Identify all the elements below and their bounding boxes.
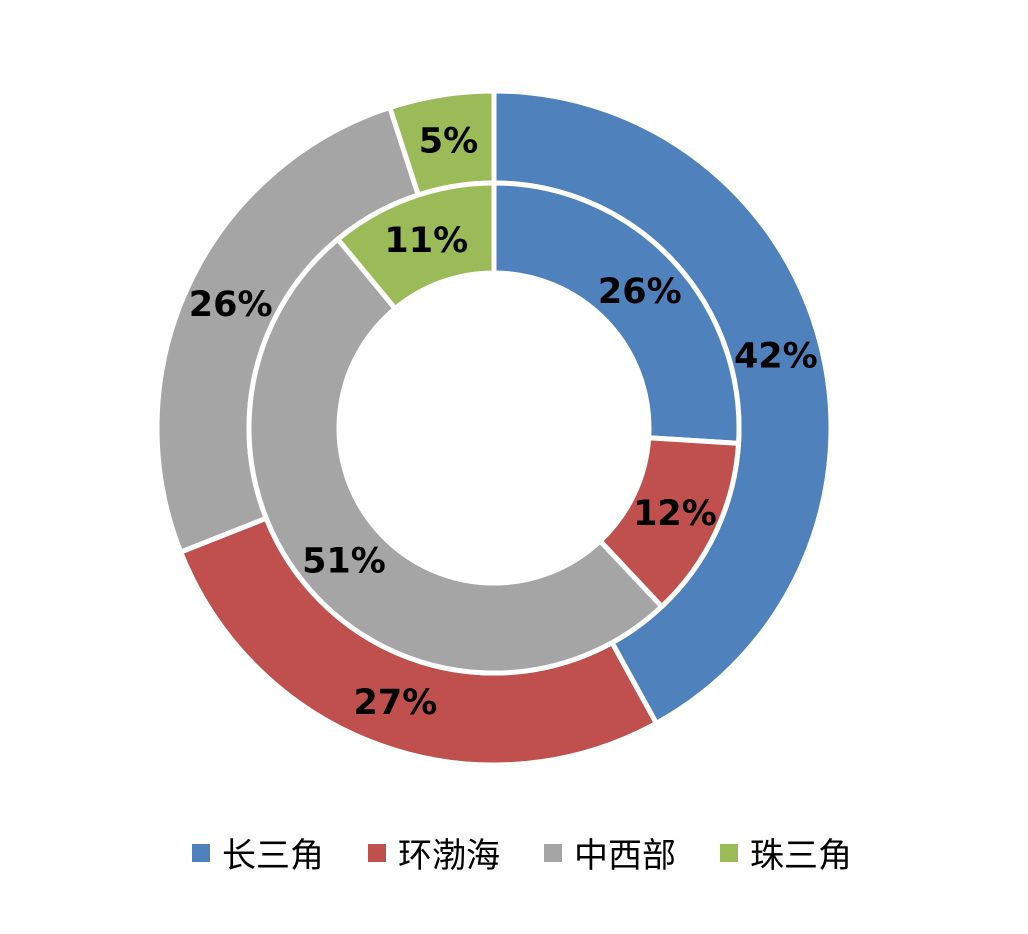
legend-swatch — [368, 843, 386, 862]
legend-label: 中西部 — [574, 836, 676, 876]
legend-label: 环渤海 — [398, 836, 500, 876]
inner-data-label-2: 51% — [302, 541, 386, 581]
legend-item-2: 中西部 — [544, 828, 676, 877]
inner-data-label-3: 11% — [384, 221, 468, 261]
legend-item-3: 珠三角 — [720, 828, 852, 877]
legend-item-1: 环渤海 — [368, 828, 500, 877]
legend: 长三角 环渤海 中西部 珠三角 — [192, 828, 896, 877]
legend-swatch — [192, 843, 210, 862]
outer-data-label-1: 27% — [354, 683, 438, 723]
legend-swatch — [720, 843, 738, 862]
legend-label: 长三角 — [222, 836, 324, 876]
legend-label: 珠三角 — [750, 836, 852, 876]
outer-data-label-0: 42% — [734, 337, 818, 377]
outer-data-label-3: 5% — [419, 122, 478, 162]
inner-data-label-1: 12% — [633, 494, 717, 534]
legend-item-0: 长三角 — [192, 828, 324, 877]
inner-slice-0 — [491, 180, 742, 447]
inner-slice-3 — [334, 180, 497, 313]
outer-data-label-2: 26% — [189, 285, 273, 325]
legend-swatch — [544, 843, 562, 862]
inner-data-label-0: 26% — [598, 272, 682, 312]
inner-slice-2 — [246, 235, 666, 676]
